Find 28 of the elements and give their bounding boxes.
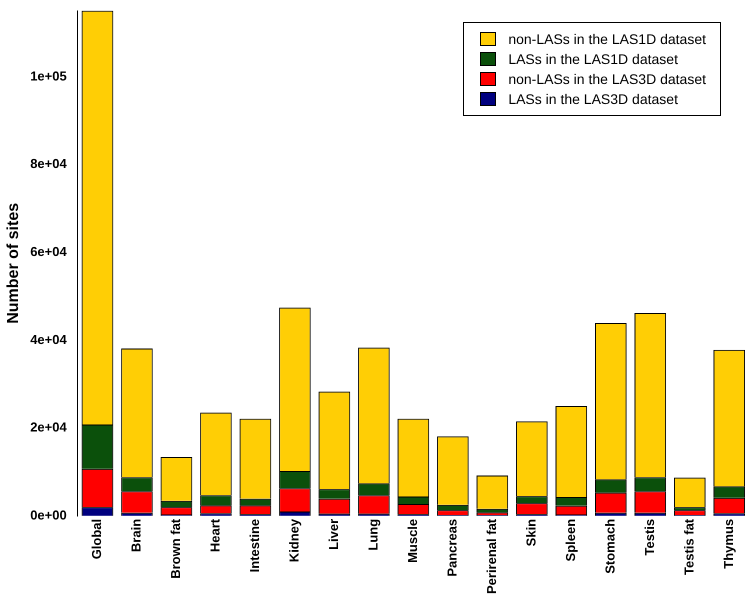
x-tick-label: Liver xyxy=(326,518,341,550)
x-tick-label: Muscle xyxy=(404,518,420,563)
x-tick-label: Brown fat xyxy=(168,518,184,579)
x-tick-label: Pancreas xyxy=(444,518,460,577)
x-tick-label: Lung xyxy=(365,518,380,551)
x-tick-label: Stomach xyxy=(602,518,618,574)
y-tick-label: 0e+00 xyxy=(30,507,67,522)
x-tick-label: Skin xyxy=(523,518,538,546)
x-tick-label: Testis fat xyxy=(681,518,696,575)
y-axis-title: Number of sites xyxy=(5,202,22,324)
x-tick-label: Brain xyxy=(128,518,144,552)
y-tick-label: 1e+05 xyxy=(30,68,67,84)
x-tick-label: Perirenal fat xyxy=(484,518,499,594)
x-tick-label: Thymus xyxy=(720,518,736,569)
y-tick-label: 2e+04 xyxy=(30,420,68,435)
y-tick-label: 4e+04 xyxy=(30,332,68,347)
x-tick-label: Testis xyxy=(642,518,657,556)
legend-label: LASs in the LAS3D dataset xyxy=(508,91,678,107)
y-tick-label: 8e+04 xyxy=(30,156,68,172)
legend-label: LASs in the LAS1D dataset xyxy=(508,51,678,67)
x-tick-label: Kidney xyxy=(286,518,302,562)
x-tick-label: Intestine xyxy=(246,518,262,572)
x-tick-label: Global xyxy=(89,518,104,560)
legend-label: non-LASs in the LAS1D dataset xyxy=(508,31,706,47)
x-tick-label: Spleen xyxy=(562,518,578,562)
y-tick-label: 6e+04 xyxy=(30,244,68,259)
legend-label: non-LASs in the LAS3D dataset xyxy=(508,71,706,87)
x-tick-label: Heart xyxy=(207,518,222,552)
